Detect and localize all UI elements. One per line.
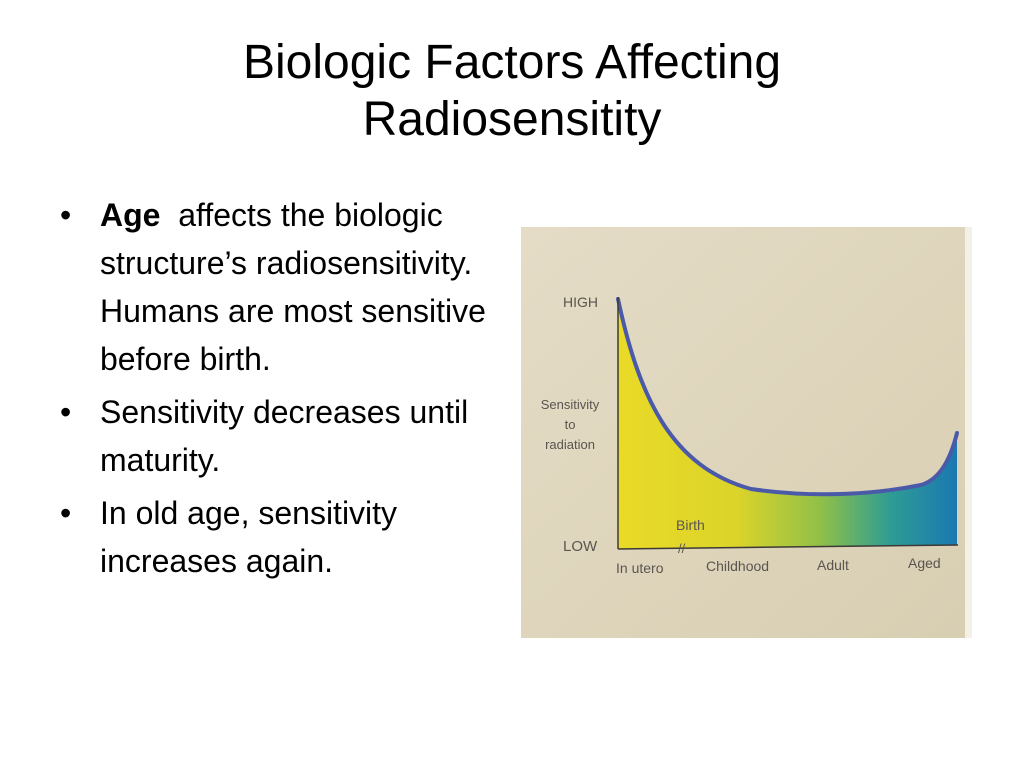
y-axis-title-line-1: Sensitivity [541,397,600,412]
sensitivity-figure-svg: HIGH LOW Sensitivity to radiation Birth … [521,227,972,638]
bullet-item-age: Age affects the biologic structure’s rad… [58,191,498,383]
bullet-text: affects the biologic structure’s radiose… [100,197,486,377]
slide-title: Biologic Factors Affecting Radiosensitit… [0,34,1024,148]
bullet-item-old-age: In old age, sensitivity increases again. [58,489,498,585]
y-low-label: LOW [563,538,598,555]
y-axis-title-line-3: radiation [545,437,595,452]
title-line-2: Radiosensitity [362,93,662,146]
birth-mark: // [678,541,686,556]
bullet-text: Sensitivity decreases until maturity. [100,394,469,478]
x-label-aged: Aged [908,555,941,571]
x-axis [617,544,959,550]
x-label-in-utero: In utero [616,560,664,576]
bullet-list: Age affects the biologic structure’s rad… [58,191,498,590]
paper-background [521,227,972,638]
paper-edge [965,227,972,638]
y-axis-title-line-2: to [565,417,576,432]
bullet-bold-term: Age [100,197,161,233]
sensitivity-curve [616,297,959,497]
birth-label: Birth [676,517,705,533]
bullet-item-decrease: Sensitivity decreases until maturity. [58,388,498,484]
x-label-adult: Adult [817,557,849,573]
title-line-1: Biologic Factors Affecting [242,36,782,89]
y-high-label: HIGH [563,294,598,310]
sensitivity-area [618,299,957,549]
bullet-text: In old age, sensitivity increases again. [100,495,398,579]
sensitivity-figure: HIGH LOW Sensitivity to radiation Birth … [521,227,972,638]
x-label-childhood: Childhood [706,558,769,574]
